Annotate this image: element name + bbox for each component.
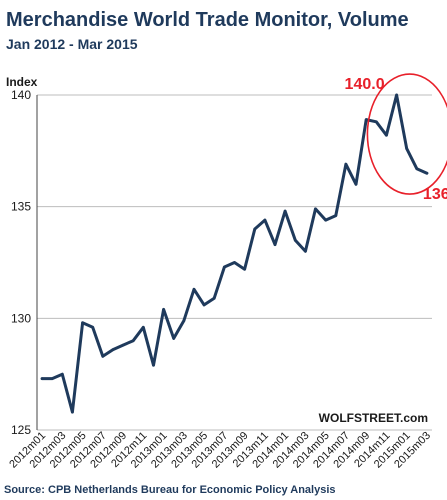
y-axis-label: Index <box>6 75 38 89</box>
data-point <box>294 238 297 242</box>
data-point <box>91 326 94 329</box>
gridlines <box>36 94 432 431</box>
data-point <box>192 288 196 291</box>
data-point <box>263 218 267 222</box>
data-point <box>223 265 226 269</box>
data-point <box>71 410 74 414</box>
data-point <box>324 218 328 222</box>
chart-subtitle: Jan 2012 - Mar 2015 <box>6 36 138 52</box>
data-point <box>304 250 307 253</box>
annotation-group: 140.0 136.5 <box>345 73 447 203</box>
y-tick-label: 140 <box>11 88 31 102</box>
data-point <box>395 93 398 97</box>
y-axis-ticks: 125 130 135 140 <box>11 88 31 437</box>
series-group <box>40 93 429 414</box>
data-point <box>182 319 186 322</box>
y-tick-label: 135 <box>11 200 31 214</box>
y-tick-label: 125 <box>11 423 31 437</box>
brand-watermark: WOLFSTREET.com <box>319 411 428 425</box>
highlight-ellipse <box>366 73 447 195</box>
data-point <box>364 118 368 121</box>
data-point <box>283 209 287 213</box>
data-point <box>81 321 84 325</box>
series-line <box>40 93 429 414</box>
data-point <box>344 162 348 166</box>
data-point <box>202 303 206 307</box>
data-point <box>243 267 246 271</box>
data-point <box>415 167 419 170</box>
data-point <box>385 133 388 137</box>
data-point <box>233 261 236 264</box>
data-point <box>121 343 125 347</box>
data-point <box>162 308 165 311</box>
data-point <box>354 183 358 186</box>
annotation-label: 140.0 <box>345 76 385 93</box>
data-point <box>111 348 115 351</box>
data-point <box>273 243 277 246</box>
annotation-label: 136.5 <box>423 186 447 203</box>
data-point <box>131 339 135 343</box>
data-point <box>50 377 54 380</box>
data-point <box>61 372 64 376</box>
source-note: Source: CPB Netherlands Bureau for Econo… <box>4 484 336 496</box>
x-axis-ticks: 2012m012012m032012m052012m072012m092012m… <box>7 430 433 471</box>
data-point <box>253 227 257 231</box>
chart-title: Merchandise World Trade Monitor, Volume <box>6 9 409 31</box>
data-point <box>101 355 105 358</box>
data-point <box>212 296 216 300</box>
data-point <box>314 207 317 211</box>
data-point <box>405 147 409 150</box>
y-tick-label: 130 <box>11 311 31 325</box>
data-point <box>375 120 378 124</box>
data-point <box>425 171 429 175</box>
data-point <box>40 377 44 380</box>
data-point <box>172 337 175 340</box>
data-point <box>142 326 145 329</box>
data-point <box>152 363 155 367</box>
data-point <box>334 214 338 217</box>
